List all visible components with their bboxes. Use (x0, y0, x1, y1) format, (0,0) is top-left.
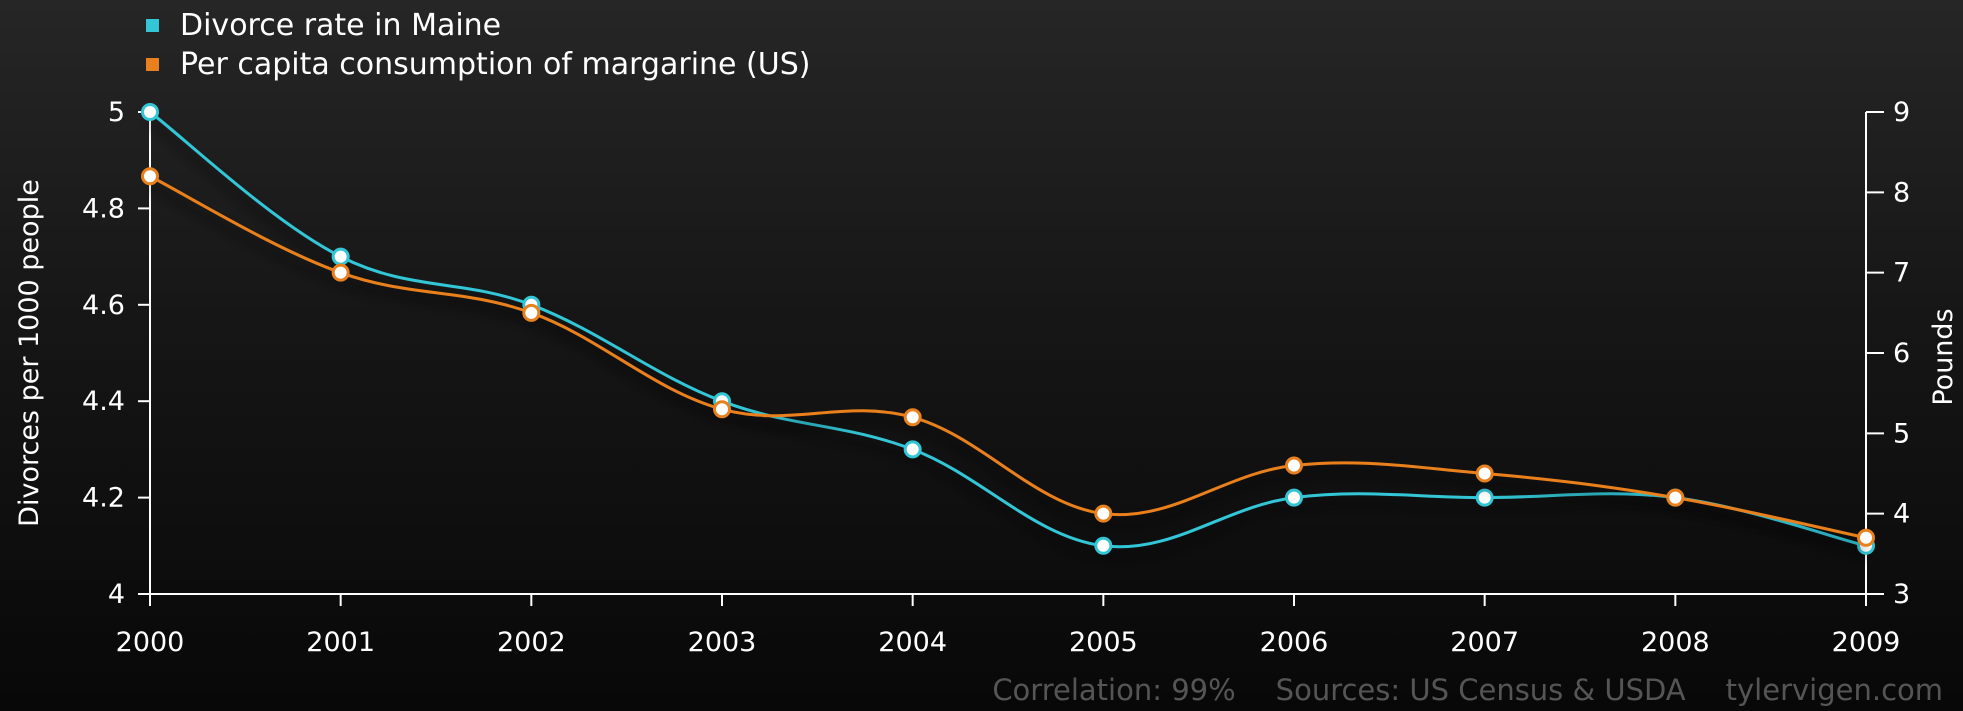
data-point-margarine (1094, 504, 1113, 523)
left-ticks: 4 4.2 4.4 4.6 4.8 5 (82, 97, 150, 610)
legend-label-divorce: Divorce rate in Maine (180, 8, 502, 43)
data-point-divorce (1475, 488, 1494, 507)
data-point-margarine (1857, 528, 1875, 547)
left-tick-label: 4.4 (82, 386, 125, 417)
data-point-margarine (903, 408, 922, 427)
data-point-divorce (903, 440, 922, 459)
legend: Divorce rate in Maine Per capita consump… (146, 6, 810, 84)
left-tick-label: 4.8 (82, 193, 125, 224)
y-axis-label-left: Divorces per 1000 people (14, 179, 45, 527)
x-tick-label: 2009 (1832, 627, 1901, 658)
footer-sources: Sources: US Census & USDA (1275, 673, 1686, 707)
x-tick-label: 2000 (116, 627, 185, 658)
series-layer (141, 103, 1875, 555)
series-line-divorce (149, 110, 1867, 549)
x-tick-label: 2005 (1069, 627, 1138, 658)
left-tick-label: 4.6 (82, 290, 125, 321)
data-point-margarine (713, 400, 731, 419)
data-point-divorce (141, 103, 159, 121)
data-point-divorce (1094, 536, 1113, 555)
data-point-margarine (331, 263, 350, 282)
data-point-divorce (1285, 488, 1303, 507)
data-point-margarine (1475, 464, 1494, 483)
x-tick-label: 2002 (497, 627, 566, 658)
x-tick-label: 2006 (1260, 627, 1329, 658)
footer: Correlation: 99% Sources: US Census & USD… (952, 673, 1943, 707)
x-ticks: 2000 2001 2002 2003 2004 2005 2006 2007 2008 2009 (116, 594, 1901, 658)
data-point-margarine (1666, 488, 1685, 507)
legend-item-margarine: Per capita consumption of margarine (US) (146, 45, 810, 84)
footer-correlation: Correlation: 99% (992, 673, 1236, 707)
data-point-margarine (522, 303, 541, 322)
footer-site: tylervigen.com (1725, 673, 1943, 707)
x-tick-label: 2001 (306, 627, 375, 658)
left-tick-label: 4 (108, 579, 125, 610)
right-tick-label: 8 (1893, 177, 1910, 208)
axes (149, 112, 1867, 595)
right-tick-label: 4 (1893, 499, 1910, 530)
legend-item-divorce: Divorce rate in Maine (146, 6, 810, 45)
legend-swatch-margarine (146, 58, 159, 71)
legend-swatch-divorce (146, 19, 159, 32)
right-tick-label: 3 (1893, 579, 1910, 610)
data-point-margarine (141, 167, 159, 186)
x-tick-label: 2008 (1641, 627, 1710, 658)
x-tick-label: 2007 (1450, 627, 1519, 658)
series-margarine (141, 167, 1875, 547)
y-axis-label-right: Pounds (1928, 308, 1959, 405)
right-tick-label: 6 (1893, 338, 1910, 369)
left-tick-label: 5 (108, 97, 125, 128)
right-tick-label: 5 (1893, 418, 1910, 449)
x-tick-label: 2004 (878, 627, 947, 658)
data-point-divorce (331, 247, 350, 266)
series-line-margarine (149, 174, 1867, 540)
series-divorce (141, 103, 1875, 555)
legend-label-margarine: Per capita consumption of margarine (US) (180, 47, 811, 82)
x-tick-label: 2003 (688, 627, 757, 658)
right-tick-label: 7 (1893, 258, 1910, 289)
data-point-margarine (1285, 456, 1303, 475)
right-tick-label: 9 (1893, 97, 1910, 128)
right-ticks: 3 4 5 6 7 8 9 (1866, 97, 1910, 610)
left-tick-label: 4.2 (82, 483, 125, 514)
